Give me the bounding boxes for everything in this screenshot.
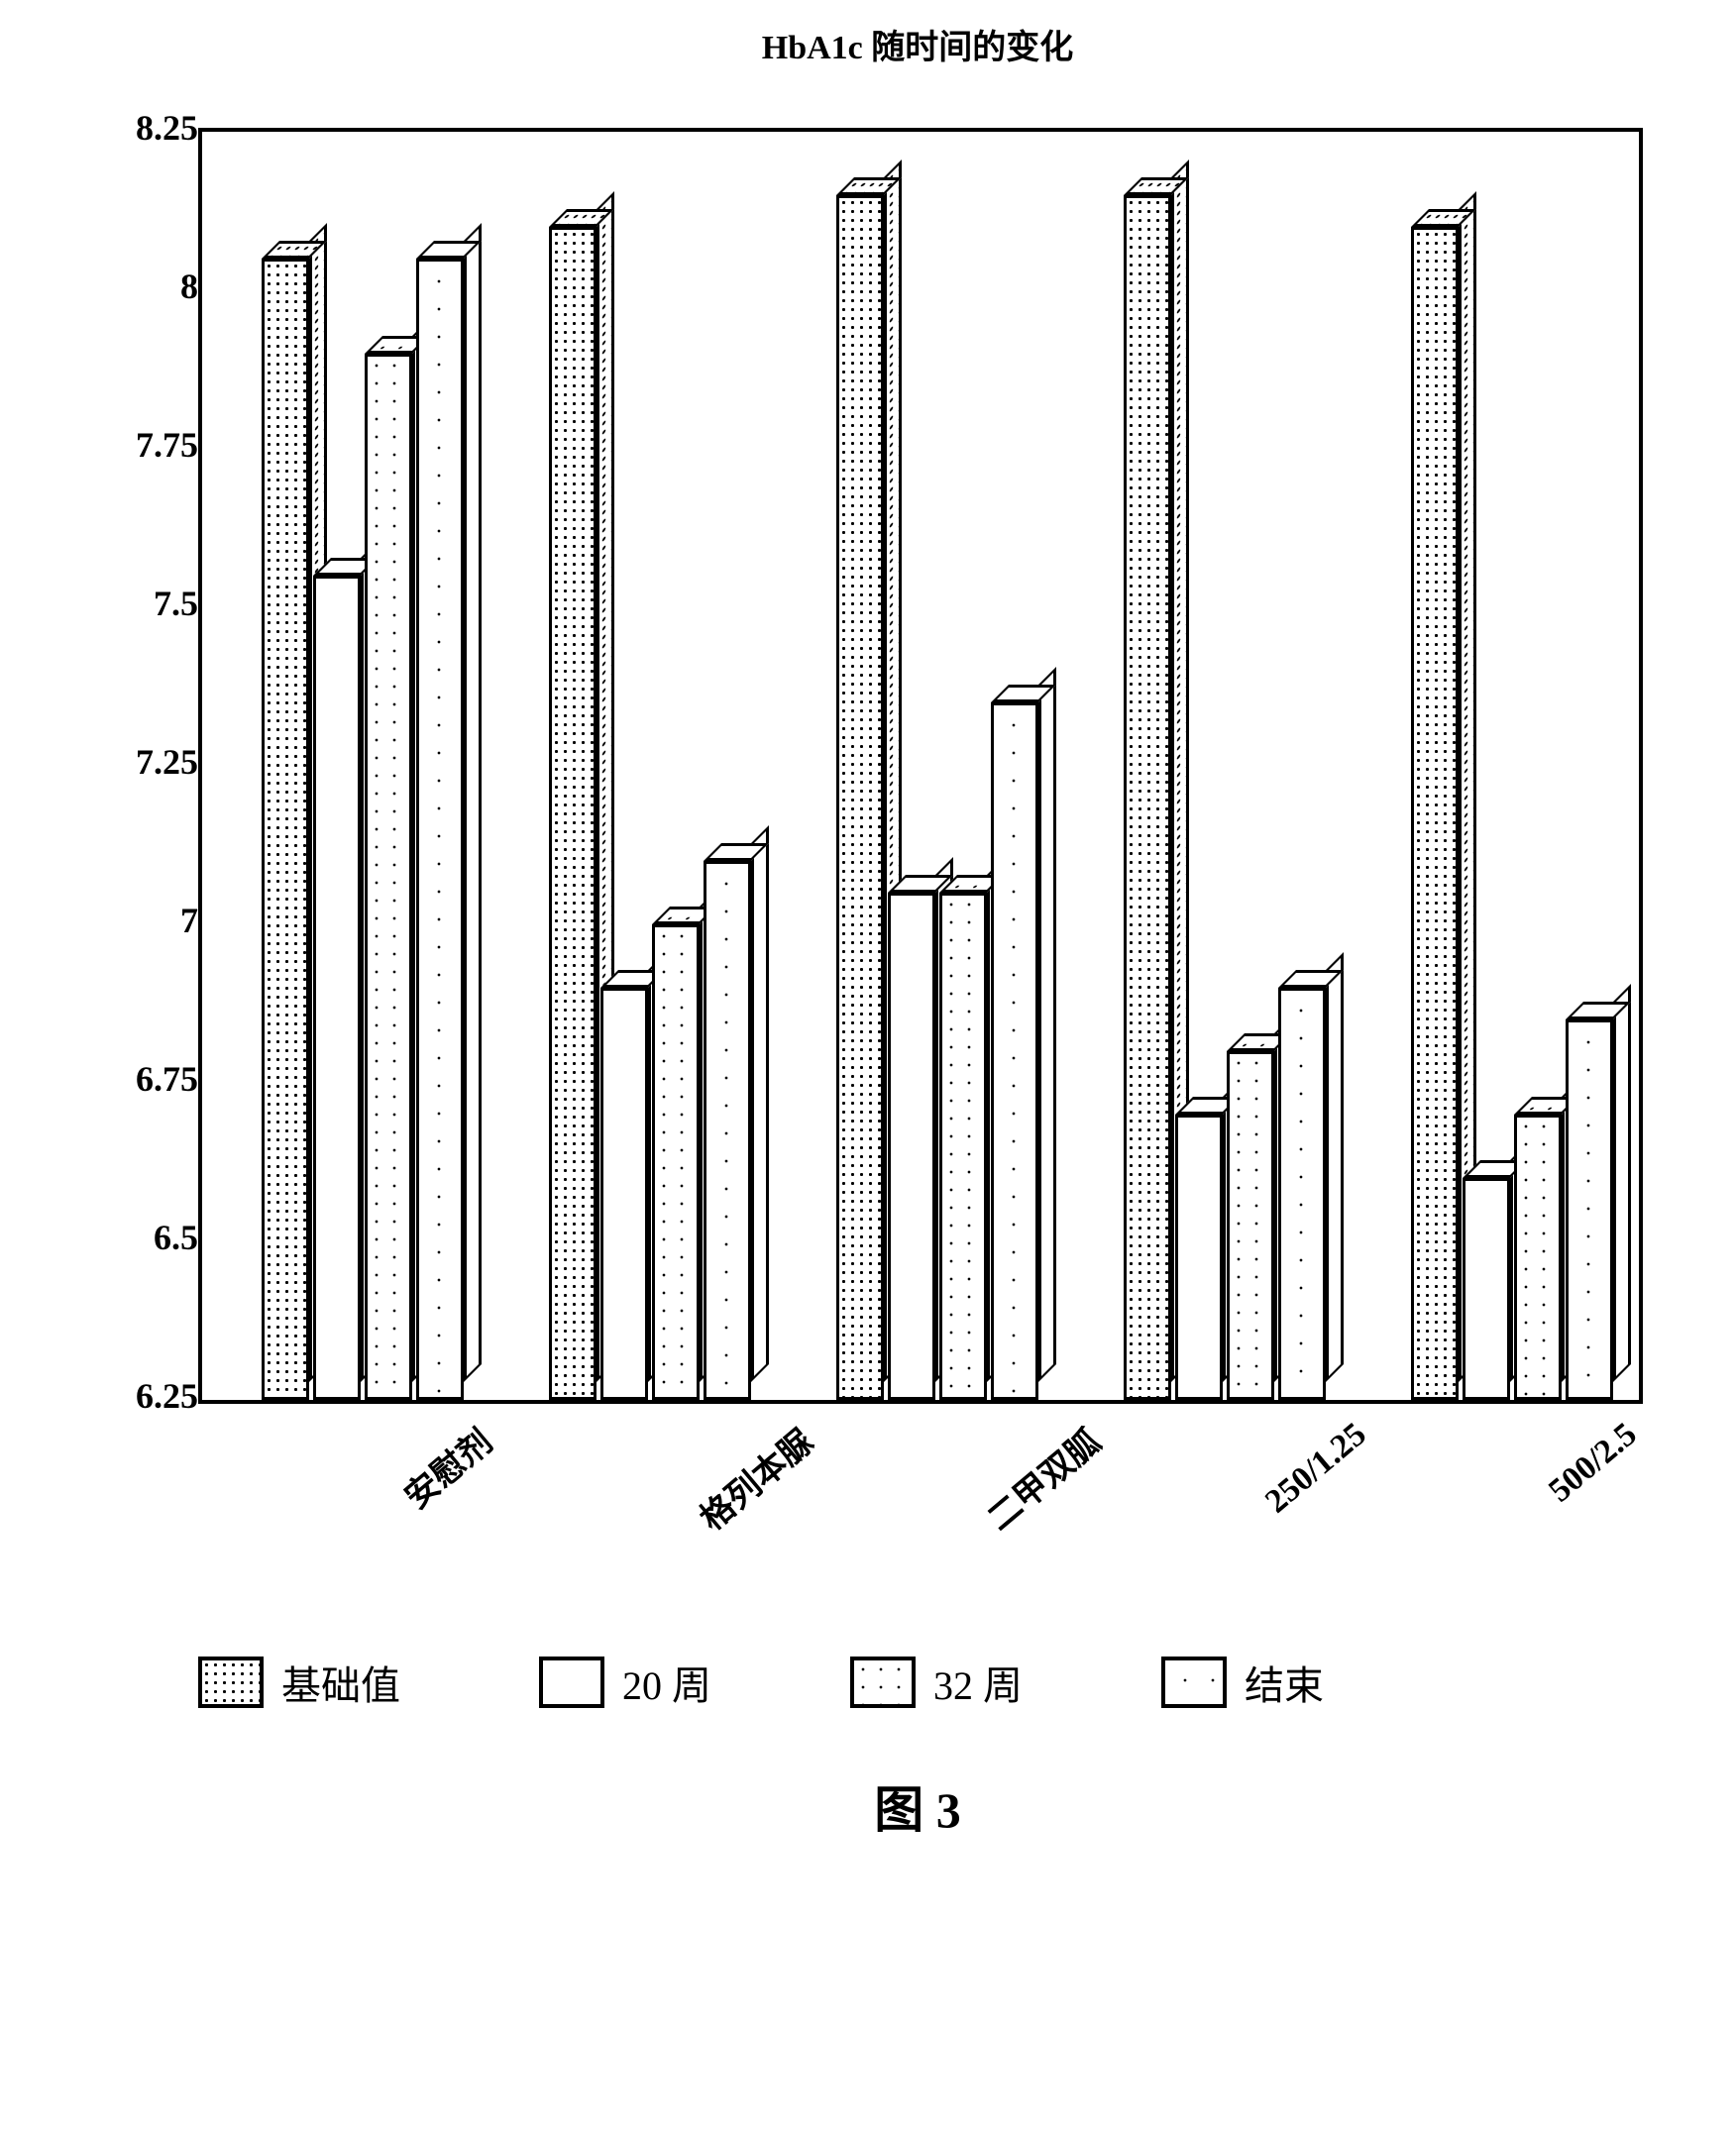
bar-front: [888, 893, 935, 1400]
legend-label: 20 周: [622, 1654, 711, 1711]
bar-front: [1278, 988, 1326, 1400]
bar: [991, 702, 1038, 1400]
bar-front: [991, 702, 1038, 1400]
legend-item: 基础值: [198, 1654, 400, 1711]
bar-front: [1124, 195, 1171, 1400]
legend-swatch-32wk: [850, 1657, 916, 1708]
bar: [600, 988, 648, 1400]
bar-front: [704, 861, 751, 1400]
y-tick-label: 7.75: [40, 424, 198, 466]
bar: [262, 259, 309, 1400]
bar: [365, 354, 412, 1400]
bar-front: [262, 259, 309, 1400]
legend-swatch-baseline: [198, 1657, 264, 1708]
legend-item: 20 周: [539, 1654, 711, 1711]
bar: [416, 259, 464, 1400]
bar: [1124, 195, 1171, 1400]
chart-container: HbA1c 随时间的变化 8.25 8 7.75 7.5 7.25 7 6.75 6.5 6.2…: [20, 20, 1716, 1842]
y-tick-label: 8.25: [40, 107, 198, 149]
bar: [652, 924, 700, 1400]
bar-front: [549, 227, 597, 1400]
legend-label: 32 周: [933, 1654, 1023, 1711]
bar-front: [1175, 1115, 1223, 1400]
bar: [1411, 227, 1459, 1400]
chart-title: HbA1c 随时间的变化: [119, 20, 1716, 68]
bar: [704, 861, 751, 1400]
bar-front: [600, 988, 648, 1400]
plot-region: [198, 128, 1643, 1404]
bar-front: [313, 576, 361, 1400]
bar: [1566, 1019, 1613, 1400]
bar: [1278, 988, 1326, 1400]
bar-side: [1038, 667, 1056, 1382]
bar-front: [416, 259, 464, 1400]
bar-side: [751, 825, 769, 1382]
bar-side: [464, 223, 482, 1382]
y-tick-label: 6.5: [40, 1217, 198, 1258]
bar-front: [365, 354, 412, 1400]
legend-swatch-end: [1161, 1657, 1227, 1708]
y-tick-label: 6.25: [40, 1375, 198, 1417]
bar: [888, 893, 935, 1400]
bar: [939, 893, 987, 1400]
y-tick-label: 6.75: [40, 1058, 198, 1100]
legend-label: 基础值: [281, 1654, 400, 1711]
bar: [313, 576, 361, 1400]
bar: [1463, 1178, 1510, 1400]
bar-front: [652, 924, 700, 1400]
bar: [1227, 1051, 1274, 1400]
x-tick-label: 二甲双胍: [975, 1416, 1110, 1540]
legend-item: 结束: [1161, 1654, 1324, 1711]
bar-front: [939, 893, 987, 1400]
y-axis: 8.2587.757.57.2576.756.56.25: [40, 128, 198, 1396]
x-tick-label: 500/2.5: [1542, 1416, 1644, 1510]
bar-side: [1613, 984, 1631, 1382]
x-axis-labels: 安慰剂格列本脲二甲双胍250/1.25500/2.5: [198, 1416, 1635, 1614]
chart-area: 8.25 8 7.75 7.5 7.25 7 6.75 6.5 6.25 安慰剂 格列本脲 二甲双胍…: [20, 88, 1716, 1574]
bar-front: [1514, 1115, 1562, 1400]
bar: [1175, 1115, 1223, 1400]
bar: [549, 227, 597, 1400]
legend: 基础值 20 周 32 周 结束: [198, 1654, 1716, 1711]
bar-front: [836, 195, 884, 1400]
bar-front: [1463, 1178, 1510, 1400]
figure-label: 图 3: [119, 1770, 1716, 1842]
bar-front: [1227, 1051, 1274, 1400]
y-tick-label: 7: [40, 900, 198, 941]
legend-item: 32 周: [850, 1654, 1023, 1711]
bar-front: [1566, 1019, 1613, 1400]
x-tick-label: 格列本脲: [688, 1416, 822, 1540]
bar-front: [1411, 227, 1459, 1400]
y-tick-label: 7.25: [40, 741, 198, 783]
x-tick-label: 安慰剂: [392, 1416, 501, 1518]
legend-swatch-20wk: [539, 1657, 604, 1708]
bar: [836, 195, 884, 1400]
bar-side: [1326, 952, 1344, 1382]
y-tick-label: 8: [40, 266, 198, 307]
y-tick-label: 7.5: [40, 583, 198, 624]
legend-label: 结束: [1245, 1654, 1324, 1711]
bar: [1514, 1115, 1562, 1400]
bars-layer: [202, 132, 1639, 1400]
x-tick-label: 250/1.25: [1258, 1416, 1373, 1521]
